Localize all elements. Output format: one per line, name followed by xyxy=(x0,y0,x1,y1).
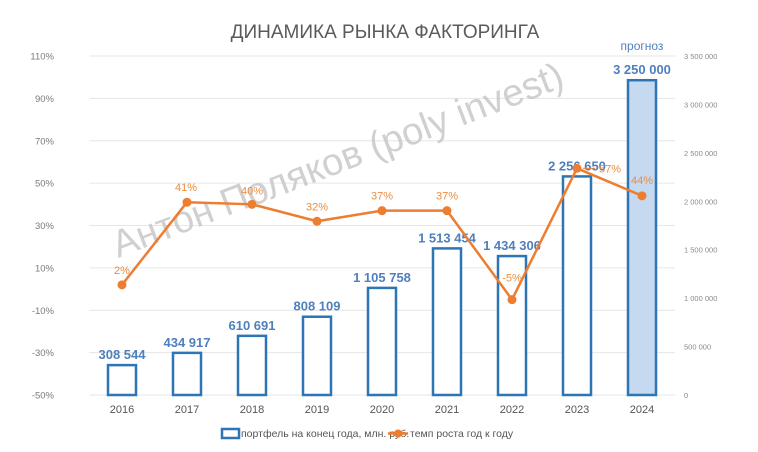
x-axis-tick: 2016 xyxy=(110,404,134,416)
bar-label-2019: 808 109 xyxy=(294,299,341,314)
growth-label-2023: 57% xyxy=(599,163,621,175)
line-value-labels: 2% 41% 40% 32% 37% 37% -5% 57% 44% xyxy=(114,163,653,284)
bar-series-portfolio xyxy=(106,78,658,397)
bar-2018 xyxy=(236,334,268,397)
bar-label-2022: 1 434 306 xyxy=(483,238,541,253)
right-axis-tick: 3 500 000 xyxy=(684,52,717,61)
growth-label-2018: 40% xyxy=(241,185,263,197)
right-axis-tick: 500 000 xyxy=(684,343,711,352)
left-axis-tick: 70% xyxy=(35,136,55,147)
bar-2020 xyxy=(366,286,398,397)
right-axis-tick: 3 000 000 xyxy=(684,100,717,109)
right-axis-tick: 2 000 000 xyxy=(684,197,717,206)
bar-2021 xyxy=(431,247,463,397)
growth-label-2017: 41% xyxy=(175,182,197,194)
chart-title: ДИНАМИКА РЫНКА ФАКТОРИНГА xyxy=(231,22,540,43)
x-axis-tick: 2022 xyxy=(500,404,524,416)
growth-label-2022: -5% xyxy=(502,273,522,285)
right-axis-tick: 2 500 000 xyxy=(684,149,717,158)
right-axis-tick: 1 000 000 xyxy=(684,294,717,303)
growth-marker-2023 xyxy=(572,163,582,173)
bar-label-2020: 1 105 758 xyxy=(353,270,411,285)
growth-marker-2020 xyxy=(377,206,387,216)
x-axis-tick: 2021 xyxy=(435,404,459,416)
x-axis-tick: 2020 xyxy=(370,404,394,416)
growth-marker-2022 xyxy=(507,295,517,305)
line-series-growth-rate xyxy=(117,163,647,305)
bar-2019 xyxy=(301,315,333,397)
bar-label-2021: 1 513 454 xyxy=(418,230,477,245)
left-axis-tick: 110% xyxy=(30,52,54,63)
legend-item-portfolio: портфель на конец года, млн. руб. xyxy=(220,427,409,440)
bar-2016 xyxy=(106,363,138,397)
bar-2023 xyxy=(561,175,593,397)
growth-label-2021: 37% xyxy=(436,191,458,203)
bar-2017 xyxy=(171,351,203,397)
watermark: Антон Поляков (poly invest) xyxy=(106,55,569,266)
left-axis-tick: 30% xyxy=(35,221,55,232)
growth-marker-2024 xyxy=(637,191,647,201)
growth-marker-2021 xyxy=(442,206,452,216)
bar-label-2024: 3 250 000 xyxy=(613,62,671,77)
x-axis-tick: 2023 xyxy=(565,404,589,416)
right-axis-volume: 3 500 000 3 000 000 2 500 000 2 000 000 1 50… xyxy=(684,52,717,400)
legend: портфель на конец года, млн. руб. темп р… xyxy=(220,427,514,440)
x-axis-years: 2016 2017 2018 2019 2020 2021 2022 2023 2024 xyxy=(110,404,654,416)
bar-2024 xyxy=(626,78,658,397)
left-axis-tick: 10% xyxy=(35,263,55,274)
x-axis-tick: 2017 xyxy=(175,404,199,416)
growth-label-2016: 2% xyxy=(114,265,130,277)
growth-label-2024: 44% xyxy=(631,175,653,187)
left-axis-tick: -10% xyxy=(32,306,55,317)
growth-marker-2017 xyxy=(182,197,192,207)
x-axis-tick: 2018 xyxy=(240,404,264,416)
right-axis-tick: 0 xyxy=(684,391,688,400)
left-axis-tick: 90% xyxy=(35,94,55,105)
bar-label-2017: 434 917 xyxy=(164,335,211,350)
growth-marker-2018 xyxy=(247,199,257,209)
x-axis-tick: 2024 xyxy=(630,404,654,416)
forecast-label: прогноз xyxy=(621,39,664,53)
growth-label-2019: 32% xyxy=(306,201,328,213)
growth-label-2020: 37% xyxy=(371,191,393,203)
growth-marker-2016 xyxy=(117,280,127,290)
left-axis-tick: -50% xyxy=(32,391,55,402)
left-axis-percent: 110% 90% 70% 50% 30% 10% -10% -30% -50% xyxy=(30,52,54,402)
legend-item-growth: темп роста год к году xyxy=(388,428,514,440)
bar-label-2018: 610 691 xyxy=(229,318,276,333)
legend-bar-swatch-icon xyxy=(220,427,241,440)
left-axis-tick: -30% xyxy=(32,348,55,359)
x-axis-tick: 2019 xyxy=(305,404,329,416)
left-axis-tick: 50% xyxy=(35,179,55,190)
legend-label-growth: темп роста год к году xyxy=(410,428,514,440)
bar-label-2016: 308 544 xyxy=(99,347,147,362)
legend-marker-icon xyxy=(394,429,402,438)
growth-marker-2019 xyxy=(312,216,322,226)
legend-label-portfolio: портфель на конец года, млн. руб. xyxy=(241,428,409,440)
right-axis-tick: 1 500 000 xyxy=(684,246,717,255)
